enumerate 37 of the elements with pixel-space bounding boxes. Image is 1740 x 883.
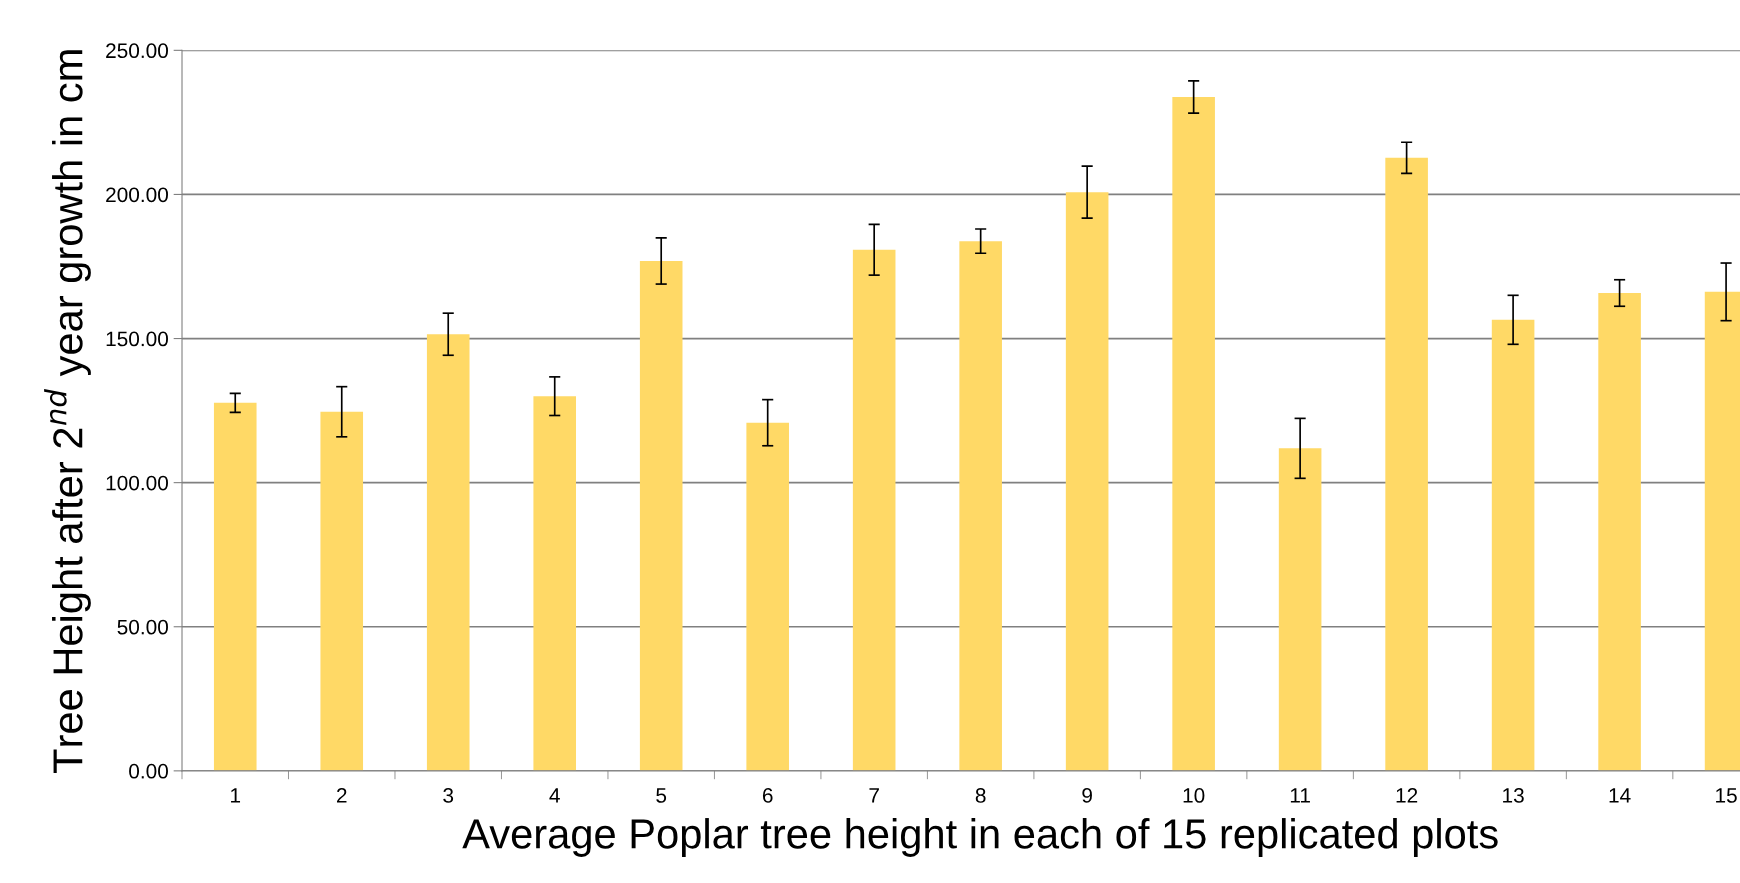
x-tick-label: 9 bbox=[1082, 788, 1092, 803]
bar bbox=[959, 241, 1002, 771]
bar bbox=[1172, 97, 1215, 771]
x-tick-label: 14 bbox=[1609, 788, 1631, 803]
x-tick-label: 12 bbox=[1396, 788, 1418, 803]
bar bbox=[320, 411, 364, 771]
x-tick-label: 7 bbox=[869, 788, 879, 803]
x-tick-label: 5 bbox=[656, 788, 667, 803]
x-tick-label: 13 bbox=[1503, 788, 1524, 803]
y-tick-label: 250.00 bbox=[106, 43, 168, 59]
x-tick-label: 15 bbox=[1716, 788, 1737, 803]
bar bbox=[746, 422, 789, 771]
x-tick-label: 6 bbox=[762, 788, 773, 803]
x-tick-label: 1 bbox=[231, 788, 241, 803]
x-tick-label: 11 bbox=[1290, 788, 1310, 803]
y-tick-label: 150.00 bbox=[106, 331, 168, 347]
bar bbox=[1491, 319, 1535, 771]
bar bbox=[533, 396, 577, 771]
y-tick-label: 0.00 bbox=[129, 763, 168, 779]
bar bbox=[426, 334, 470, 771]
bar bbox=[1385, 157, 1428, 771]
y-tick-label: 50.00 bbox=[117, 619, 168, 635]
x-tick-label: 2 bbox=[336, 788, 347, 803]
x-tick-label: 10 bbox=[1183, 788, 1205, 803]
bar bbox=[1278, 448, 1322, 771]
y-tick-label: 100.00 bbox=[106, 475, 168, 491]
bar bbox=[639, 261, 683, 771]
x-tick-label: 3 bbox=[443, 788, 454, 803]
x-axis-title: Average Poplar tree height in each of 15 replicated plots bbox=[462, 818, 1498, 857]
bar bbox=[1065, 192, 1109, 771]
x-tick-label: 8 bbox=[975, 788, 986, 803]
y-tick-label: 200.00 bbox=[106, 187, 168, 203]
bar bbox=[1598, 293, 1641, 771]
bar bbox=[213, 402, 257, 771]
x-tick-label: 4 bbox=[549, 788, 560, 803]
y-axis-title: Tree Height after 2$^{nd}$ year growth in cm bbox=[44, 50, 91, 773]
bar bbox=[852, 249, 896, 771]
